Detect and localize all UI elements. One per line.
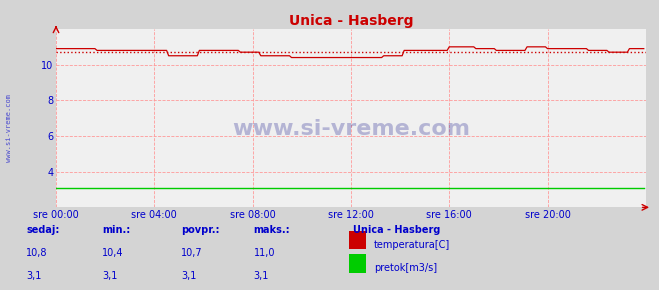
Text: 3,1: 3,1 (102, 271, 117, 281)
Text: Unica - Hasberg: Unica - Hasberg (353, 225, 440, 235)
Text: min.:: min.: (102, 225, 130, 235)
Text: 10,8: 10,8 (26, 248, 48, 258)
Text: 11,0: 11,0 (254, 248, 275, 258)
Text: 10,7: 10,7 (181, 248, 203, 258)
Text: sedaj:: sedaj: (26, 225, 60, 235)
Text: 3,1: 3,1 (181, 271, 196, 281)
Text: temperatura[C]: temperatura[C] (374, 240, 450, 250)
Text: www.si-vreme.com: www.si-vreme.com (232, 119, 470, 139)
Text: maks.:: maks.: (254, 225, 291, 235)
Text: 3,1: 3,1 (26, 271, 42, 281)
Text: 3,1: 3,1 (254, 271, 269, 281)
Text: www.si-vreme.com: www.si-vreme.com (5, 94, 12, 162)
Text: pretok[m3/s]: pretok[m3/s] (374, 263, 437, 273)
Text: 10,4: 10,4 (102, 248, 124, 258)
Title: Unica - Hasberg: Unica - Hasberg (289, 14, 413, 28)
Text: povpr.:: povpr.: (181, 225, 219, 235)
